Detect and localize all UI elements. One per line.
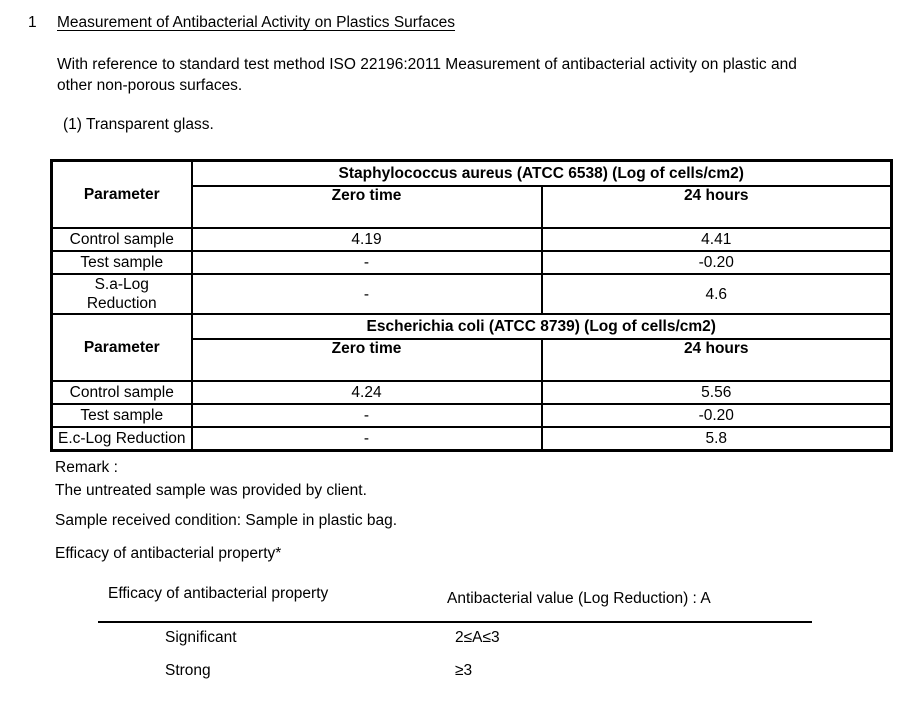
table-row: Control sample 4.24 5.56: [50, 380, 893, 405]
document-title: Measurement of Antibacterial Activity on…: [57, 14, 456, 31]
section-number: 1: [28, 14, 37, 31]
table-row: Control sample 4.19 4.41: [50, 227, 893, 252]
sa-control-sample-24-hours: 4.41: [540, 227, 893, 252]
sa-test-sample-zero-time: -: [190, 250, 543, 275]
sample-received-condition: Sample received condition: Sample in pla…: [55, 512, 398, 529]
ec-control-sample-24-hours: 5.56: [540, 380, 893, 405]
ec-test-sample-label: Test sample: [50, 403, 193, 428]
organism-header-ec: Escherichia coli (ATCC 8739) (Log of cel…: [190, 313, 893, 340]
ec-control-sample-label: Control sample: [50, 380, 193, 405]
efficacy-header-value: Antibacterial value (Log Reduction) : A: [447, 590, 711, 607]
efficacy-table-rule: [98, 621, 812, 623]
table-row: Test sample - -0.20: [50, 403, 893, 428]
ec-log-reduction-zero-time: -: [190, 426, 543, 452]
organism-header-sa: Staphylococcus aureus (ATCC 6538) (Log o…: [190, 159, 893, 187]
col-header-24-hours-ec: 24 hours: [540, 338, 893, 382]
efficacy-criteria-table: Efficacy of antibacterial property Antib…: [98, 576, 812, 696]
table-row: Zero time 24 hours: [52, 185, 893, 229]
parameter-header-sa: Parameter: [50, 159, 193, 229]
col-header-24-hours-sa: 24 hours: [540, 185, 893, 229]
table-row: S.a-Log Reduction - 4.6: [50, 273, 893, 315]
table-row: Parameter Staphylococcus aureus (ATCC 65…: [50, 159, 893, 229]
sa-test-sample-label: Test sample: [50, 250, 193, 275]
col-header-zero-time-sa: Zero time: [190, 185, 543, 229]
intro-paragraph: With reference to standard test method I…: [57, 54, 797, 96]
sa-log-reduction-label: S.a-Log Reduction: [50, 273, 193, 315]
antibacterial-results-table: Parameter Staphylococcus aureus (ATCC 65…: [50, 159, 893, 452]
efficacy-heading: Efficacy of antibacterial property*: [55, 545, 282, 562]
table-row: Zero time 24 hours: [52, 338, 893, 382]
efficacy-strong-value: ≥3: [455, 662, 473, 679]
efficacy-header-label: Efficacy of antibacterial property: [108, 585, 329, 602]
table-row: Parameter Escherichia coli (ATCC 8739) (…: [50, 313, 893, 382]
remark-block: Remark : The untreated sample was provid…: [55, 456, 367, 502]
ec-control-sample-zero-time: 4.24: [190, 380, 543, 405]
sa-control-sample-label: Control sample: [50, 227, 193, 252]
table-row: Test sample - -0.20: [50, 250, 893, 275]
ec-test-sample-zero-time: -: [190, 403, 543, 428]
efficacy-significant-label: Significant: [165, 629, 237, 646]
sa-log-reduction-24-hours: 4.6: [540, 273, 893, 315]
sa-test-sample-24-hours: -0.20: [540, 250, 893, 275]
sa-log-reduction-zero-time: -: [190, 273, 543, 315]
col-header-zero-time-ec: Zero time: [190, 338, 543, 382]
remark-label: Remark :: [55, 459, 118, 476]
intro-line-2: other non-porous surfaces.: [57, 77, 243, 94]
ec-log-reduction-24-hours: 5.8: [540, 426, 893, 452]
sa-control-sample-zero-time: 4.19: [190, 227, 543, 252]
intro-line-1: With reference to standard test method I…: [57, 56, 797, 73]
sample-item-label: (1) Transparent glass.: [63, 116, 214, 133]
efficacy-significant-value: 2≤A≤3: [455, 629, 500, 646]
parameter-header-ec: Parameter: [50, 313, 193, 382]
ec-log-reduction-label: E.c-Log Reduction: [50, 426, 193, 452]
results-table: Parameter Staphylococcus aureus (ATCC 65…: [50, 159, 893, 452]
ec-test-sample-24-hours: -0.20: [540, 403, 893, 428]
remark-text: The untreated sample was provided by cli…: [55, 482, 367, 499]
table-row: E.c-Log Reduction - 5.8: [50, 426, 893, 452]
efficacy-strong-label: Strong: [165, 662, 211, 679]
